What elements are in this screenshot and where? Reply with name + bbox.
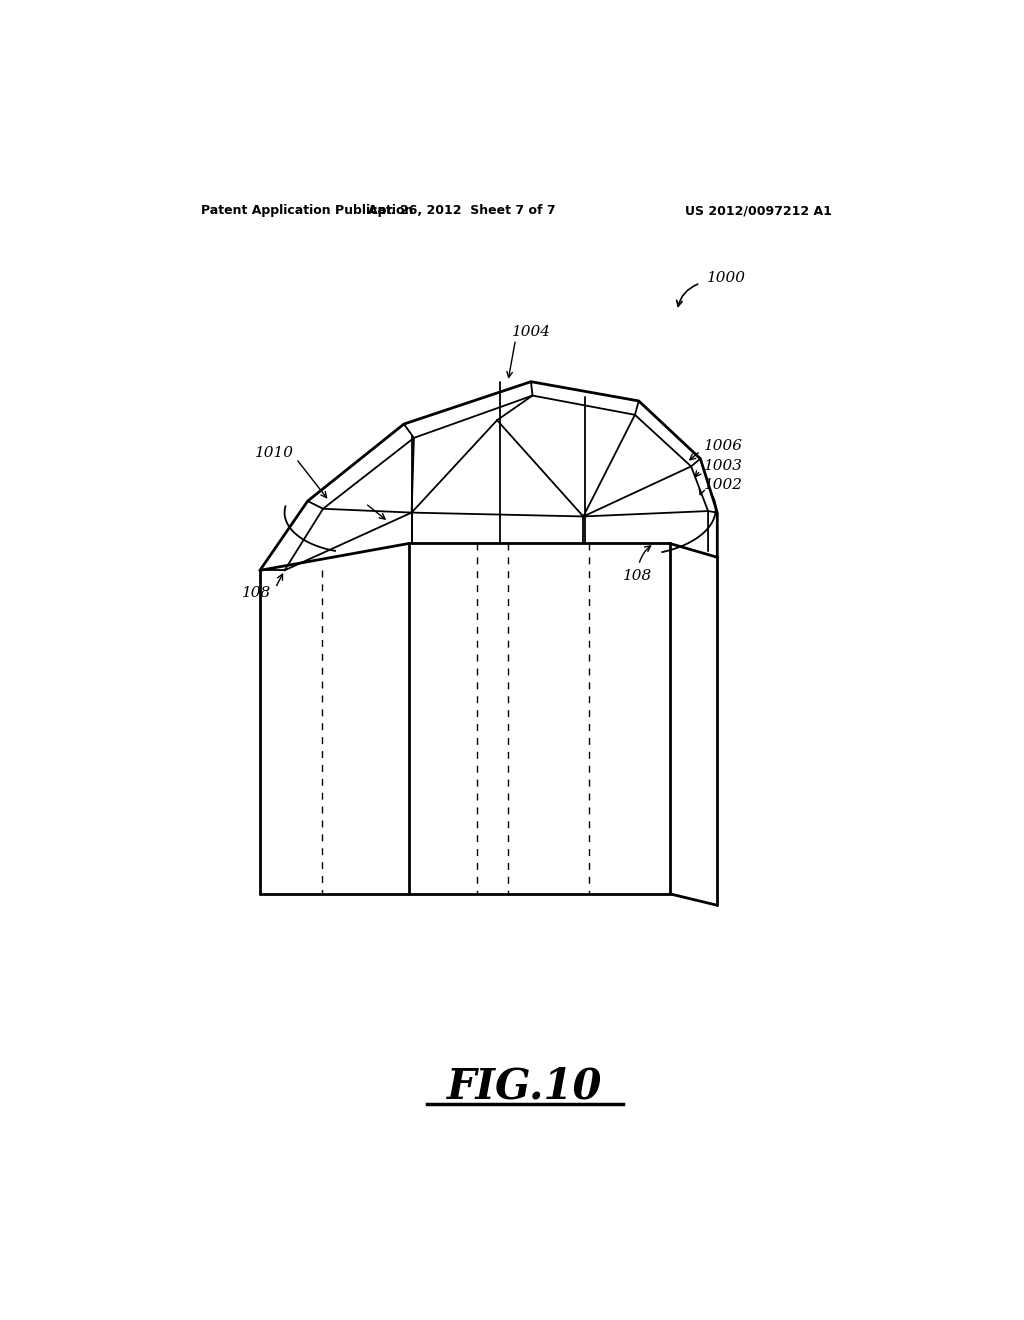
Text: 108: 108 — [243, 586, 271, 601]
Text: 1003: 1003 — [705, 458, 743, 473]
Text: 1006: 1006 — [705, 440, 743, 453]
Text: US 2012/0097212 A1: US 2012/0097212 A1 — [685, 205, 831, 218]
Text: 1010: 1010 — [255, 446, 294, 459]
Text: Apr. 26, 2012  Sheet 7 of 7: Apr. 26, 2012 Sheet 7 of 7 — [368, 205, 555, 218]
Text: 1000: 1000 — [707, 271, 745, 285]
Text: 1002: 1002 — [705, 478, 743, 492]
Text: FIG.10: FIG.10 — [447, 1065, 602, 1107]
Text: Patent Application Publication: Patent Application Publication — [202, 205, 414, 218]
Text: 108: 108 — [624, 569, 652, 582]
Text: 1004: 1004 — [512, 325, 551, 339]
